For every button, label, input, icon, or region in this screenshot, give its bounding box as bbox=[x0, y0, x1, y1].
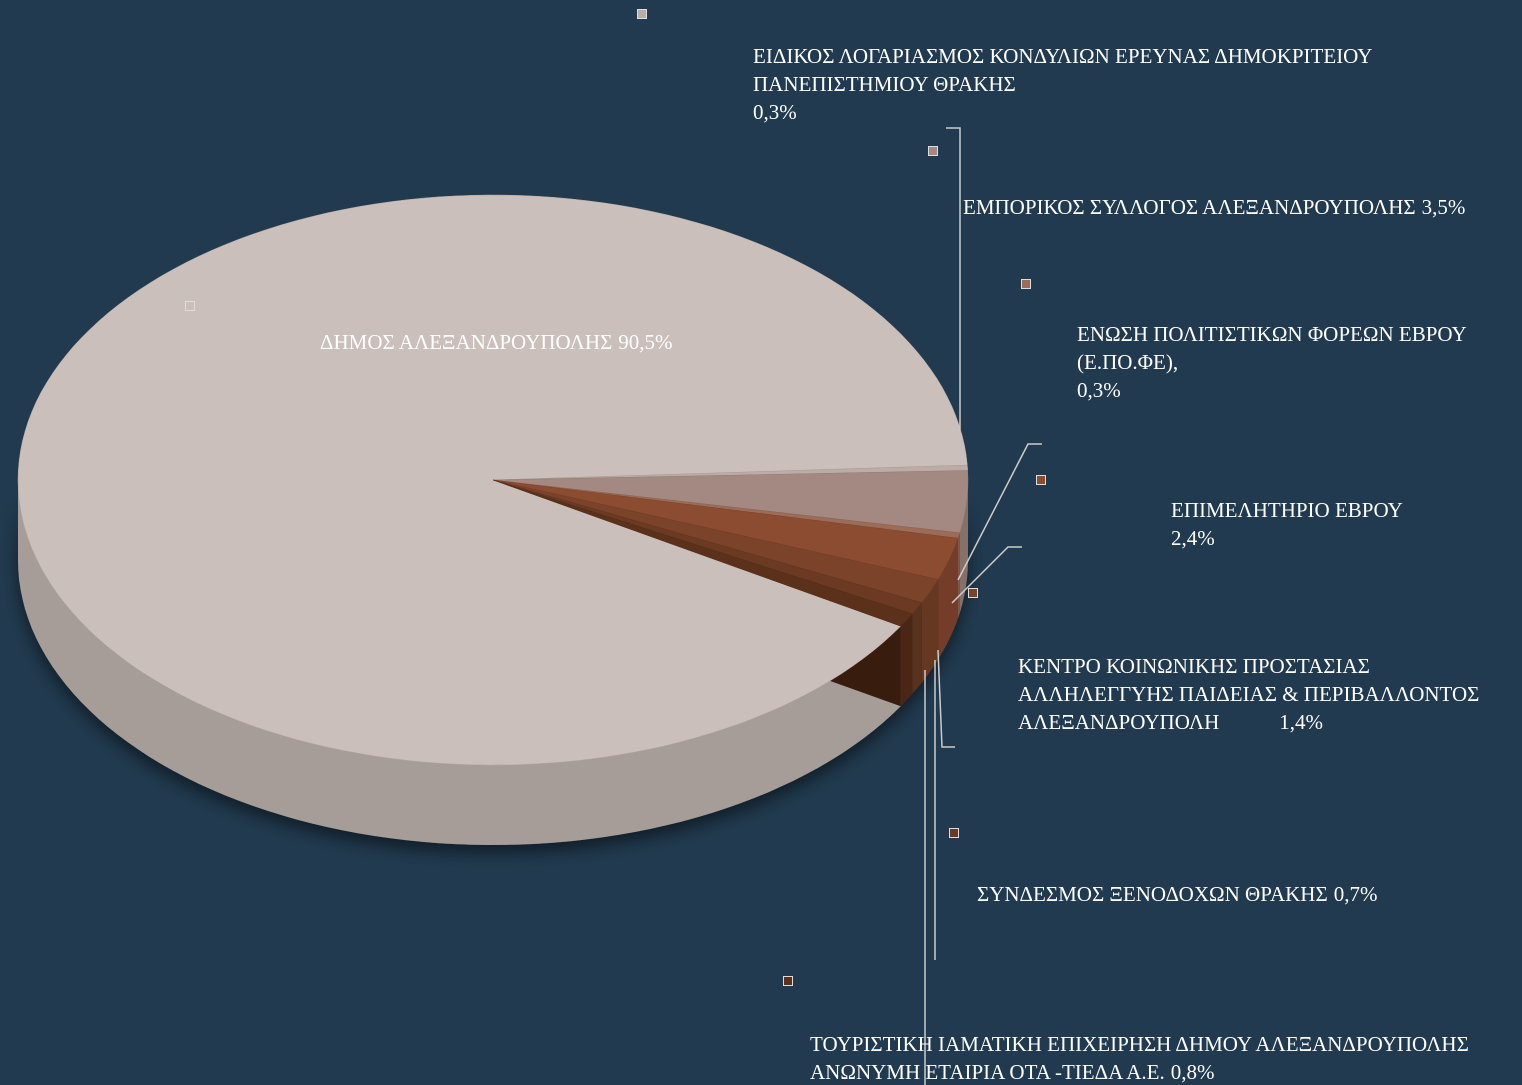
legend-marker bbox=[783, 976, 793, 986]
value-label: 2,4% bbox=[1171, 526, 1215, 550]
slice-side bbox=[959, 480, 968, 613]
category-name: ΤΟΥΡΙΣΤΙΚΗ ΙΑΜΑΤΙΚΗ ΕΠΙΧΕΙΡΗΣΗ ΔΗΜΟΥ ΑΛΕ… bbox=[810, 1032, 1469, 1084]
legend-marker bbox=[637, 9, 647, 19]
value-label: 90,5% bbox=[618, 330, 673, 354]
slice bbox=[17, 194, 968, 766]
slice bbox=[492, 479, 959, 580]
legend-marker bbox=[968, 588, 978, 598]
category-name: ΕΙΔΙΚΟΣ ΛΟΓΑΡΙΑΣΜΟΣ ΚΟΝΔΥΛΙΩΝ ΕΡΕΥΝΑΣ ΔΗ… bbox=[753, 44, 1372, 96]
category-name: ΚΕΝΤΡΟ ΚΟΙΝΩΝΙΚΗΣ ΠΡΟΣΤΑΣΙΑΣ ΑΛΛΗΛΕΓΓΥΗΣ… bbox=[1018, 654, 1480, 734]
slice-side bbox=[18, 480, 901, 845]
category-name: ΕΠΙΜΕΛΗΤΗΡΙΟ ΕΒΡΟΥ bbox=[1171, 498, 1403, 522]
slice-side bbox=[900, 613, 913, 707]
data-label: ΚΕΝΤΡΟ ΚΟΙΝΩΝΙΚΗΣ ΠΡΟΣΤΑΣΙΑΣ ΑΛΛΗΛΕΓΓΥΗΣ… bbox=[1018, 652, 1508, 736]
legend-marker bbox=[949, 828, 959, 838]
category-name: ΕΜΠΟΡΙΚΟΣ ΣΥΛΛΟΓΟΣ ΑΛΕΞΑΝΔΡΟΥΠΟΛΗΣ bbox=[963, 195, 1416, 219]
legend-marker bbox=[1021, 279, 1031, 289]
slice-side bbox=[938, 538, 958, 660]
category-name: ΔΗΜΟΣ ΑΛΕΞΑΝΔΡΟΥΠΟΛΗΣ bbox=[320, 330, 613, 354]
value-label: 0,7% bbox=[1333, 882, 1378, 906]
legend-marker bbox=[185, 301, 195, 311]
leader-lines bbox=[924, 127, 1042, 1085]
legend-marker bbox=[1036, 475, 1046, 485]
slice bbox=[492, 470, 969, 534]
data-label: ΕΙΔΙΚΟΣ ΛΟΓΑΡΙΑΣΜΟΣ ΚΟΝΔΥΛΙΩΝ ΕΡΕΥΝΑΣ ΔΗ… bbox=[753, 42, 1453, 126]
data-label: ΔΗΜΟΣ ΑΛΕΞΑΝΔΡΟΥΠΟΛΗΣ 90,5% bbox=[320, 328, 820, 356]
value-label: 0,8% bbox=[1170, 1060, 1215, 1084]
category-name: ΣΥΝΔΕΣΜΟΣ ΞΕΝΟΔΟΧΩΝ ΘΡΑΚΗΣ bbox=[977, 882, 1328, 906]
value-label: 0,3% bbox=[1077, 378, 1121, 402]
value-label: 1,4% bbox=[1279, 710, 1323, 734]
value-label: 3,5% bbox=[1421, 195, 1466, 219]
data-label: ΕΠΙΜΕΛΗΤΗΡΙΟ ΕΒΡΟΥ 2,4% bbox=[1171, 496, 1471, 552]
data-label: ΕΜΠΟΡΙΚΟΣ ΣΥΛΛΟΓΟΣ ΑΛΕΞΑΝΔΡΟΥΠΟΛΗΣ 3,5% bbox=[963, 193, 1522, 221]
slice bbox=[492, 479, 913, 627]
slice-side bbox=[921, 579, 939, 683]
slice-side bbox=[912, 602, 922, 694]
category-name: ΕΝΩΣΗ ΠΟΛΙΤΙΣΤΙΚΩΝ ΦΟΡΕΩΝ ΕΒΡΟΥ (Ε.ΠΟ.ΦΕ… bbox=[1077, 322, 1466, 374]
data-label: ΤΟΥΡΙΣΤΙΚΗ ΙΑΜΑΤΙΚΗ ΕΠΙΧΕΙΡΗΣΗ ΔΗΜΟΥ ΑΛΕ… bbox=[810, 1030, 1510, 1085]
value-label: 0,3% bbox=[753, 100, 797, 124]
data-label: ΕΝΩΣΗ ΠΟΛΙΤΙΣΤΙΚΩΝ ΦΟΡΕΩΝ ΕΒΡΟΥ (Ε.ΠΟ.ΦΕ… bbox=[1077, 320, 1507, 404]
legend-marker bbox=[928, 146, 938, 156]
data-label: ΣΥΝΔΕΣΜΟΣ ΞΕΝΟΔΟΧΩΝ ΘΡΑΚΗΣ 0,7% bbox=[977, 880, 1477, 908]
